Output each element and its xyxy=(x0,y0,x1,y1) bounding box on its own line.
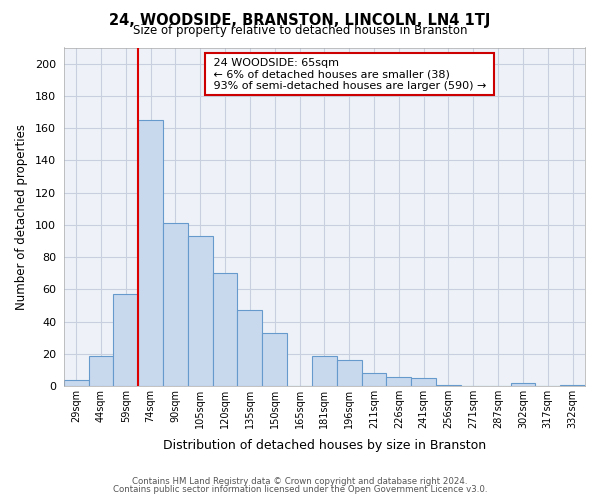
Bar xyxy=(560,384,585,386)
Bar xyxy=(312,356,337,386)
Bar xyxy=(238,310,262,386)
Text: 24 WOODSIDE: 65sqm
 ← 6% of detached houses are smaller (38)
 93% of semi-detach: 24 WOODSIDE: 65sqm ← 6% of detached hous… xyxy=(209,58,490,91)
Bar xyxy=(64,380,89,386)
Text: Contains public sector information licensed under the Open Government Licence v3: Contains public sector information licen… xyxy=(113,484,487,494)
Bar xyxy=(113,294,138,386)
Bar xyxy=(89,356,113,386)
Text: Contains HM Land Registry data © Crown copyright and database right 2024.: Contains HM Land Registry data © Crown c… xyxy=(132,477,468,486)
Y-axis label: Number of detached properties: Number of detached properties xyxy=(15,124,28,310)
Bar xyxy=(337,360,362,386)
Bar xyxy=(511,383,535,386)
Bar xyxy=(436,384,461,386)
Text: 24, WOODSIDE, BRANSTON, LINCOLN, LN4 1TJ: 24, WOODSIDE, BRANSTON, LINCOLN, LN4 1TJ xyxy=(109,12,491,28)
Text: Size of property relative to detached houses in Branston: Size of property relative to detached ho… xyxy=(133,24,467,37)
Bar xyxy=(163,224,188,386)
Bar xyxy=(138,120,163,386)
Bar xyxy=(362,374,386,386)
Bar xyxy=(188,236,212,386)
Bar xyxy=(386,376,411,386)
Bar xyxy=(411,378,436,386)
Bar xyxy=(212,274,238,386)
X-axis label: Distribution of detached houses by size in Branston: Distribution of detached houses by size … xyxy=(163,440,486,452)
Bar xyxy=(262,333,287,386)
